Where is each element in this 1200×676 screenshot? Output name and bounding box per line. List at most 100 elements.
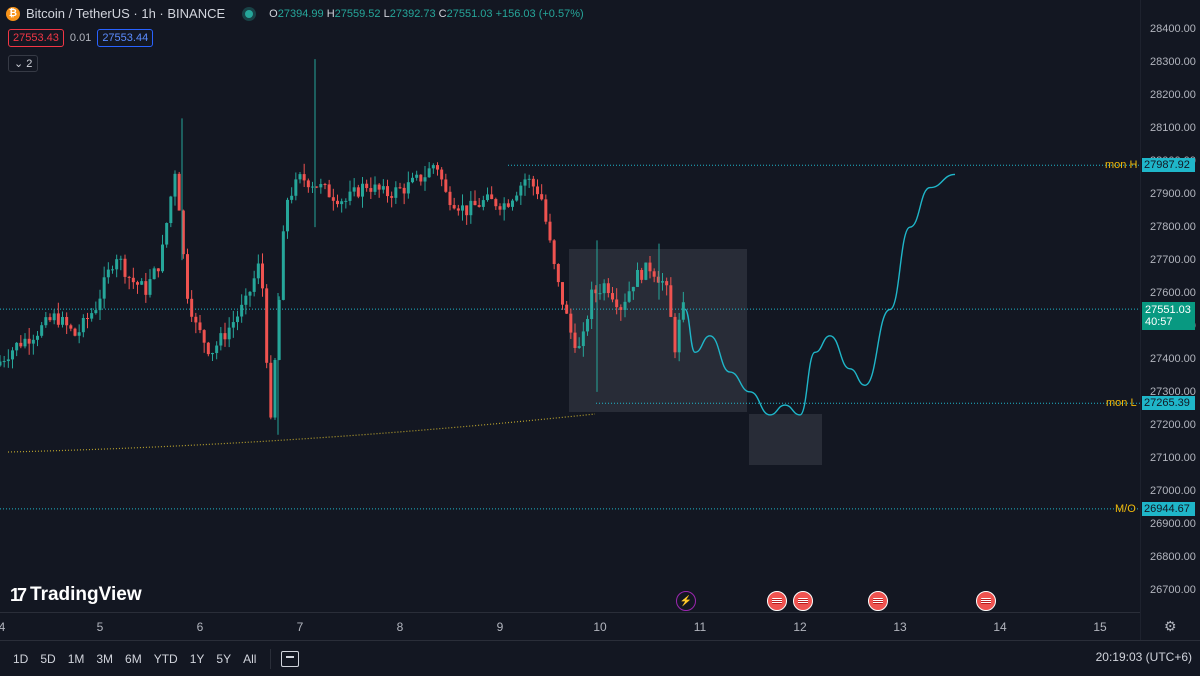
candle-body [511, 200, 514, 207]
time-axis-label: 13 [893, 620, 907, 634]
candle-body [631, 286, 635, 292]
candle-body [40, 325, 44, 336]
candle-body [327, 184, 331, 198]
projection-path[interactable] [684, 173, 956, 416]
candle-body [319, 184, 323, 188]
candle-body [286, 199, 289, 232]
candle-body [381, 186, 385, 190]
symbol-title[interactable]: Bitcoin / TetherUS · 1h · BINANCE [26, 6, 226, 21]
candle-body [65, 316, 69, 326]
candle-body [323, 184, 327, 186]
candle-body [281, 231, 285, 300]
price-axis-label: 27200.00 [1150, 418, 1196, 431]
candle-body [436, 165, 439, 170]
candle-body [444, 179, 448, 192]
candle-body [415, 174, 419, 178]
candle-body [627, 291, 631, 302]
price-chart[interactable] [0, 0, 1140, 612]
candle-body [677, 319, 681, 353]
mon-l-label: mon L [1106, 397, 1137, 410]
range-button-5d[interactable]: 5D [40, 651, 56, 666]
candle-body [336, 200, 339, 205]
candle-body [461, 205, 464, 211]
candle-body [598, 293, 602, 295]
candle-body [427, 168, 431, 178]
candle-body [331, 197, 335, 201]
candle-body [81, 317, 85, 333]
candle-body [611, 293, 614, 300]
candle-body [256, 263, 260, 279]
indicators-collapse-button[interactable]: ⌄ 2 [8, 55, 39, 72]
us-flag-icon[interactable] [767, 591, 787, 611]
price-axis-label: 27400.00 [1150, 352, 1196, 365]
ohlc-values: O27394.99 H27559.52 L27392.73 C27551.03 … [269, 7, 584, 20]
candle-body [648, 262, 652, 272]
buy-button[interactable]: 27553.44 [97, 29, 154, 47]
time-axis-label: 7 [296, 620, 304, 634]
candle-body [144, 281, 148, 295]
candle-body [369, 188, 373, 192]
range-button-all[interactable]: All [243, 651, 257, 666]
goto-date-icon[interactable] [281, 650, 300, 667]
candle-body [123, 258, 127, 277]
tradingview-logo[interactable]: 17 TradingView [10, 584, 142, 606]
mon-h-price-tag: 27987.92 [1142, 158, 1195, 173]
range-button-1m[interactable]: 1M [67, 651, 85, 666]
us-flag-icon[interactable] [793, 591, 813, 611]
price-axis-label: 26700.00 [1150, 583, 1196, 596]
candle-body [69, 325, 73, 329]
candle-body [548, 221, 552, 241]
candle-body [131, 277, 135, 283]
gear-icon[interactable]: ⚙ [1164, 618, 1177, 634]
market-open-status-icon [245, 9, 254, 18]
candle-body [186, 254, 189, 299]
candle-body [111, 269, 114, 271]
us-flag-icon[interactable] [868, 591, 888, 611]
candle-body [223, 333, 227, 340]
candle-body [0, 361, 2, 366]
time-axis-label: 9 [496, 620, 504, 634]
range-button-ytd[interactable]: YTD [153, 651, 178, 666]
candle-body [386, 186, 389, 197]
range-button-3m[interactable]: 3M [96, 651, 114, 666]
candle-body [523, 179, 527, 186]
range-button-1d[interactable]: 1D [13, 651, 29, 666]
candle-body [294, 179, 298, 196]
symbol-legend[interactable]: ₿ Bitcoin / TetherUS · 1h · BINANCE O273… [6, 6, 584, 21]
sell-button[interactable]: 27553.43 [8, 29, 64, 47]
us-flag-icon[interactable] [976, 591, 996, 611]
candle-body [311, 186, 314, 188]
clock-timezone[interactable]: 20:19:03 (UTC+6) [1095, 650, 1192, 664]
mo-price-tag: 26944.67 [1142, 501, 1195, 516]
candle-body [265, 288, 269, 363]
candle-body [156, 268, 160, 272]
flash-event-icon[interactable]: ⚡ [676, 591, 696, 611]
candle-body [269, 362, 273, 418]
range-button-1y[interactable]: 1Y [189, 651, 205, 666]
candle-body [536, 186, 539, 195]
time-axis-label: 15 [1093, 620, 1107, 634]
candle-body [102, 277, 106, 299]
candle-body [681, 302, 685, 320]
candle-body [315, 186, 319, 188]
candle-body [423, 177, 427, 182]
candle-body [469, 200, 473, 216]
candle-body [377, 184, 381, 190]
candle-body [573, 332, 577, 348]
time-axis[interactable]: 4 5 6 7 8 9 10 11 12 13 14 15 [0, 612, 1140, 641]
candle-body [98, 298, 102, 311]
target-box[interactable] [749, 414, 822, 465]
candle-body [273, 359, 277, 418]
range-button-5y[interactable]: 5Y [216, 651, 232, 666]
candle-body [561, 282, 564, 305]
candle-body [519, 185, 523, 196]
candle-body [448, 191, 452, 206]
candle-body [652, 271, 656, 277]
candle-body [506, 203, 510, 207]
candle-body [402, 187, 406, 194]
price-axis-label: 28300.00 [1150, 56, 1196, 69]
range-button-6m[interactable]: 6M [125, 651, 142, 666]
candle-body [140, 281, 144, 285]
candles[interactable] [0, 59, 685, 435]
trend-line[interactable] [7, 413, 596, 453]
